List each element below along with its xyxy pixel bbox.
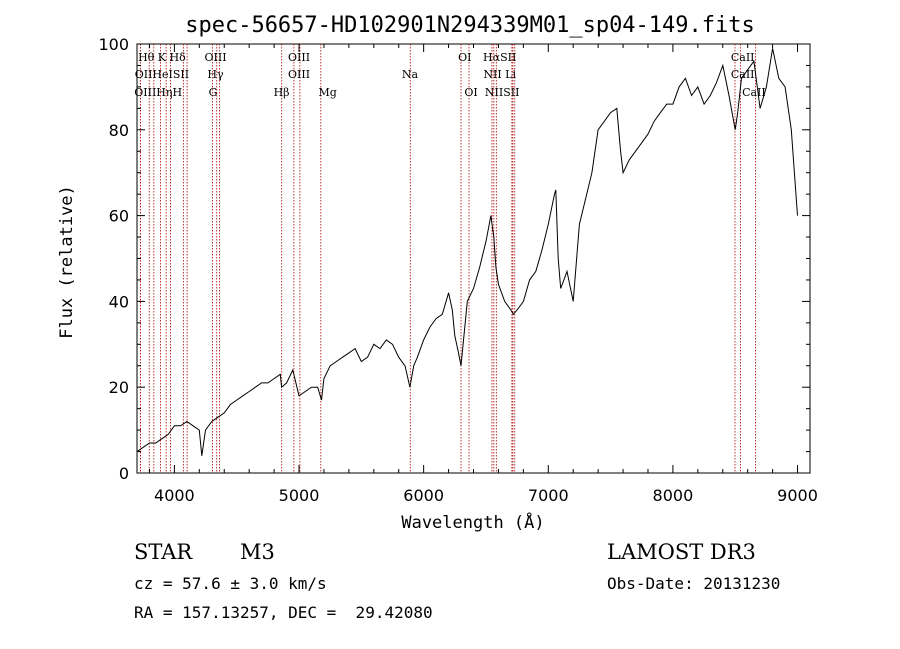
spectral-line-label: Na: [402, 68, 419, 81]
y-axis-label: Flux (relative): [57, 185, 77, 339]
chart-title: spec-56657-HD102901N294339M01_sp04-149.f…: [185, 13, 755, 38]
observation-date: Obs-Date: 20131230: [607, 574, 781, 593]
x-tick-label: 4000: [154, 486, 195, 505]
spectral-line-label: OI: [458, 51, 471, 64]
spectral-line-label: OIIIHηH: [134, 86, 182, 99]
spectral-line-label: NIISII: [485, 86, 520, 99]
x-tick-label: 7000: [528, 486, 569, 505]
y-axis-ticks: 0 20 40 60 80 100: [98, 35, 810, 483]
x-tick-label: 6000: [403, 486, 444, 505]
spectral-line-label: Hθ K Hδ: [138, 51, 186, 64]
object-type: STAR: [134, 540, 193, 564]
y-tick-label: 20: [109, 378, 129, 397]
spectral-line-label: OIII: [288, 51, 310, 64]
flux-series-line: [136, 48, 798, 456]
y-tick-label: 100: [98, 35, 129, 54]
spectral-line-label: G: [209, 86, 218, 99]
plot-frame: [136, 43, 811, 474]
y-tick-label: 80: [109, 121, 129, 140]
spectral-line-label: Hβ: [274, 86, 290, 99]
x-tick-label: 5000: [279, 486, 320, 505]
x-tick-label: 8000: [653, 486, 694, 505]
spectral-line-label: NII Li: [483, 68, 516, 81]
spectral-line-label: CaII: [731, 51, 755, 64]
y-tick-label: 60: [109, 207, 129, 226]
y-tick-label: 40: [109, 292, 129, 311]
x-axis-ticks: 4000 5000 6000 7000 8000 9000: [148, 44, 818, 505]
redshift-cz: cz = 57.6 ± 3.0 km/s: [134, 574, 327, 593]
x-axis-label: Wavelength (Å): [401, 511, 544, 533]
spectral-line-label: Hγ: [207, 68, 224, 81]
spectral-line-label: CaII: [742, 86, 766, 99]
y-tick-label: 0: [119, 464, 129, 483]
spectral-line-label: Mg: [319, 86, 337, 99]
coordinates: RA = 157.13257, DEC = 29.42080: [134, 603, 433, 622]
spectral-line-label: OIIHeISII: [135, 68, 189, 81]
survey-name: LAMOST DR3: [607, 540, 756, 564]
spectral-line-label: OIII: [288, 68, 310, 81]
object-subclass: M3: [240, 540, 275, 564]
spectral-line-labels: Hθ K Hδ OIII OIII OI HαSII CaII OIIHeISII Hγ OII…: [134, 51, 765, 99]
spectral-line-label: HαSII: [483, 51, 516, 64]
spectral-line-label: OIII: [204, 51, 226, 64]
spectral-line-label: CaII: [731, 68, 755, 81]
spectral-line-label: OI: [464, 86, 477, 99]
x-tick-label: 9000: [777, 486, 818, 505]
